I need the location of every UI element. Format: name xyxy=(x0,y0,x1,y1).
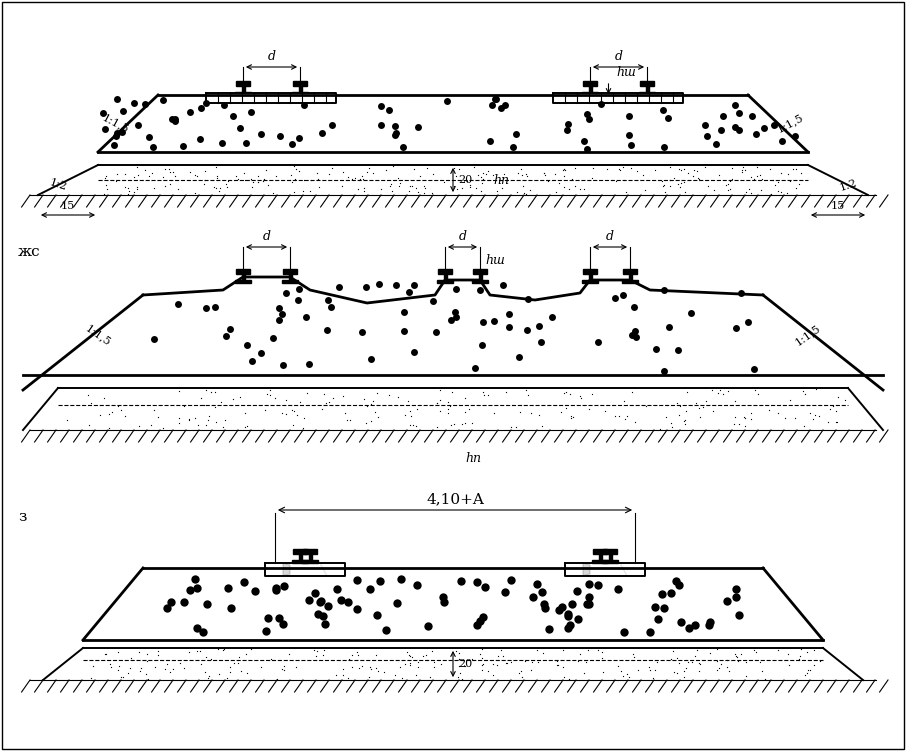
Polygon shape xyxy=(283,269,297,274)
Polygon shape xyxy=(623,269,637,274)
Polygon shape xyxy=(292,560,308,563)
Polygon shape xyxy=(320,563,327,576)
Polygon shape xyxy=(589,86,592,92)
Text: 4,10+A: 4,10+A xyxy=(426,492,484,506)
Polygon shape xyxy=(444,274,447,280)
Polygon shape xyxy=(283,563,290,576)
Polygon shape xyxy=(236,81,250,86)
Polygon shape xyxy=(298,554,302,560)
Polygon shape xyxy=(599,554,602,560)
Polygon shape xyxy=(288,274,292,280)
Polygon shape xyxy=(265,563,345,576)
Polygon shape xyxy=(236,269,250,274)
Polygon shape xyxy=(582,92,598,95)
Polygon shape xyxy=(620,563,627,576)
Text: hш: hш xyxy=(616,66,636,79)
Polygon shape xyxy=(609,554,612,560)
Polygon shape xyxy=(583,81,597,86)
Polygon shape xyxy=(602,560,618,563)
Polygon shape xyxy=(437,280,453,283)
Polygon shape xyxy=(478,274,481,280)
Text: 1:2: 1:2 xyxy=(48,177,68,192)
Text: hп: hп xyxy=(465,452,481,465)
Text: 1:1,5: 1:1,5 xyxy=(83,323,112,347)
Polygon shape xyxy=(640,81,654,86)
Text: 1:2: 1:2 xyxy=(838,177,858,192)
Text: d: d xyxy=(606,230,614,243)
Text: 20: 20 xyxy=(458,659,472,669)
Text: d: d xyxy=(458,230,467,243)
Polygon shape xyxy=(302,560,318,563)
Text: 1:1,5: 1:1,5 xyxy=(101,113,131,134)
Polygon shape xyxy=(473,269,487,274)
Polygon shape xyxy=(603,549,617,554)
Text: жс: жс xyxy=(18,245,41,259)
Text: d: d xyxy=(614,50,622,63)
Polygon shape xyxy=(553,93,683,103)
Polygon shape xyxy=(235,92,251,95)
Polygon shape xyxy=(593,549,607,554)
Polygon shape xyxy=(438,269,452,274)
Text: 15: 15 xyxy=(61,201,75,211)
Polygon shape xyxy=(242,86,245,92)
Polygon shape xyxy=(242,274,245,280)
Polygon shape xyxy=(293,549,307,554)
Polygon shape xyxy=(645,86,649,92)
Text: з: з xyxy=(18,510,26,524)
Polygon shape xyxy=(292,92,308,95)
Polygon shape xyxy=(298,86,302,92)
Text: d: d xyxy=(263,230,271,243)
Polygon shape xyxy=(629,274,631,280)
Polygon shape xyxy=(592,560,608,563)
Text: hп: hп xyxy=(493,174,509,187)
Text: 20: 20 xyxy=(458,175,472,185)
Polygon shape xyxy=(622,280,638,283)
Polygon shape xyxy=(282,280,298,283)
Text: hш: hш xyxy=(485,254,505,267)
Polygon shape xyxy=(589,274,592,280)
Text: 1:1,5: 1:1,5 xyxy=(794,323,823,347)
Text: 15: 15 xyxy=(831,201,845,211)
Polygon shape xyxy=(583,563,590,576)
Polygon shape xyxy=(582,280,598,283)
Polygon shape xyxy=(235,280,251,283)
Polygon shape xyxy=(206,93,336,103)
Polygon shape xyxy=(472,280,488,283)
Text: 1:1,5: 1:1,5 xyxy=(775,113,805,134)
Polygon shape xyxy=(293,81,307,86)
Polygon shape xyxy=(583,269,597,274)
Polygon shape xyxy=(565,563,645,576)
Polygon shape xyxy=(639,92,655,95)
Polygon shape xyxy=(303,549,317,554)
Text: d: d xyxy=(267,50,275,63)
Polygon shape xyxy=(309,554,312,560)
